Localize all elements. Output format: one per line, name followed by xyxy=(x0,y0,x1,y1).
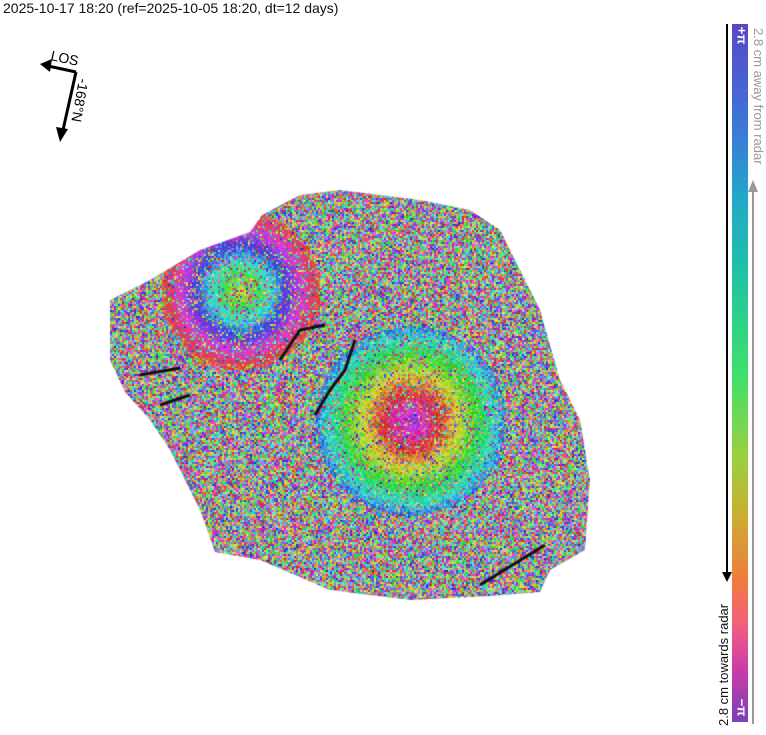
heading-arrowhead xyxy=(56,127,68,142)
colorbar-top-label: +π xyxy=(734,26,750,45)
los-heading-arrow-icon: LOS -168°N xyxy=(40,47,92,142)
towards-arrow-icon xyxy=(722,572,732,582)
colorbar-bottom-label: −π xyxy=(734,698,750,717)
figure-title: 2025-10-17 18:20 (ref=2025-10-05 18:20, … xyxy=(3,0,339,16)
los-arrowhead xyxy=(40,59,52,72)
away-arrow-icon xyxy=(748,180,758,192)
towards-radar-label: 2.8 cm towards radar xyxy=(716,603,731,726)
heading-label: -168°N xyxy=(68,77,91,123)
colorbar-gradient xyxy=(732,24,748,722)
away-from-radar-label: 2.8 cm away from radar xyxy=(751,28,766,165)
interferogram-map xyxy=(0,188,600,608)
los-label: LOS xyxy=(49,47,80,68)
colorbar-arrows xyxy=(722,24,758,724)
